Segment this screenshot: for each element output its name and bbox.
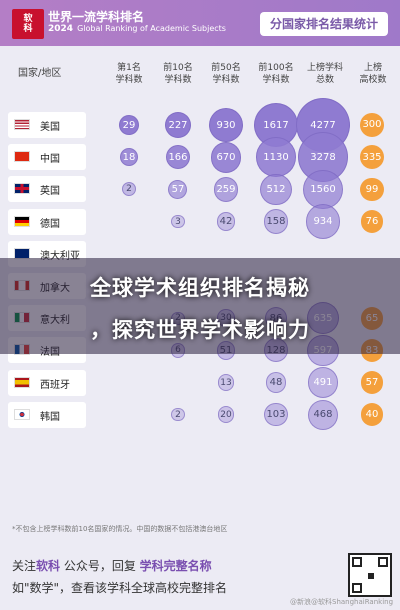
es-flag-icon: [14, 376, 30, 388]
value-bubble: 40: [360, 403, 384, 427]
value-bubble: 2: [171, 408, 185, 422]
table-row: 英国 2 57 259 512 1560 99: [0, 169, 400, 210]
value-bubble: 491: [307, 367, 339, 398]
qr-code-icon[interactable]: [348, 553, 392, 597]
value-bubble: 57: [360, 371, 384, 394]
value-bubble: 42: [216, 212, 236, 231]
value-bubble: 166: [166, 145, 190, 170]
table-row: 韩国 2 20 103 468 40: [0, 399, 400, 431]
de-flag-icon: [14, 215, 30, 227]
value-bubble: 670: [210, 141, 242, 173]
value-bubble: 1130: [256, 137, 296, 177]
value-bubble: 1560: [303, 169, 343, 210]
header-title: 世界一流学科排名: [48, 10, 145, 24]
footnote: *不包含上榜学科数前10名国家的情况。中国的数据不包括港澳台地区: [12, 525, 228, 533]
value-bubble: 335: [360, 145, 384, 170]
value-bubble: 29: [119, 115, 139, 135]
table-row: 美国 29 227 930 1617 4277 300: [0, 98, 400, 152]
value-bubble: 259: [213, 177, 239, 202]
country-name: 澳大利亚: [40, 250, 80, 262]
header-subtitle: 2024 Global Ranking of Academic Subjects: [48, 24, 226, 34]
value-bubble: 18: [119, 148, 139, 167]
banner-line-2: ，探究世界学术影响力: [90, 318, 310, 342]
table-row: 西班牙 13 48 491 57: [0, 367, 400, 399]
section-badge: 分国家排名结果统计: [259, 12, 388, 36]
value-bubble: 934: [305, 204, 341, 239]
gb-flag-icon: [14, 183, 30, 195]
value-bubble: 57: [168, 179, 188, 199]
value-bubble: 227: [165, 112, 191, 138]
value-bubble: 13: [217, 374, 235, 391]
column-header-top50: 前50名 学科数: [211, 63, 241, 85]
column-header-universities: 上榜 高校数: [359, 63, 387, 85]
value-bubble: 930: [209, 108, 243, 142]
value-bubble: 99: [360, 177, 384, 201]
footer-line-1: 关注软科 公众号，回复 学科完整名称: [12, 559, 212, 573]
value-bubble: 20: [217, 406, 235, 424]
footer-line-2: 如"数学"，查看该学科全球高校完整排名: [12, 581, 228, 595]
value-bubble: 103: [264, 403, 288, 427]
country-name: 德国: [40, 218, 60, 230]
value-bubble: 2: [121, 182, 137, 197]
title-banner: 全球学术组织排名揭秘 ，探究世界学术影响力: [0, 258, 400, 354]
column-header-top10: 前10名 学科数: [163, 63, 193, 85]
column-header-total: 上榜学科 总数: [306, 63, 343, 85]
shanghai-ranking-logo: 软科: [12, 9, 44, 39]
country-name: 英国: [40, 186, 60, 198]
kr-flag-icon: [14, 408, 30, 420]
column-header-country: 国家/地区: [18, 68, 62, 79]
watermark: @新浪@软科ShanghaiRanking: [290, 598, 394, 606]
country-name: 中国: [40, 154, 60, 166]
value-bubble: 3: [171, 214, 185, 229]
table-row: 中国 18 166 670 1130 3278 335: [0, 132, 400, 182]
value-bubble: 48: [265, 372, 287, 393]
value-bubble: 468: [308, 399, 338, 430]
country-name: 西班牙: [40, 379, 70, 391]
banner-line-1: 全球学术组织排名揭秘: [90, 276, 310, 300]
column-header-rank1: 第1名 学科数: [115, 63, 143, 85]
table-row: 德国 3 42 158 934 76: [0, 204, 400, 239]
column-header-top100: 前100名 学科数: [258, 63, 294, 85]
header-year: 2024: [48, 24, 74, 34]
value-bubble: 158: [263, 209, 289, 234]
value-bubble: 76: [360, 210, 384, 234]
us-flag-icon: [14, 119, 30, 130]
value-bubble: 300: [360, 113, 384, 137]
header-bar: 软科 世界一流学科排名 2024 Global Ranking of Academ…: [0, 0, 400, 46]
cn-flag-icon: [14, 151, 30, 163]
country-name: 韩国: [40, 411, 60, 423]
value-bubble: 512: [260, 173, 292, 206]
country-name: 美国: [40, 122, 60, 133]
